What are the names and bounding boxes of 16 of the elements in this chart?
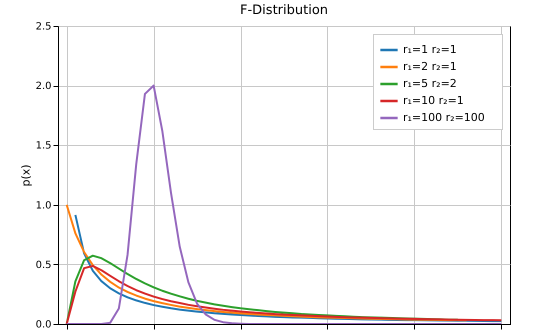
legend-label: r₁=1 r₂=1 [403, 43, 457, 56]
legend-label: r₁=100 r₂=100 [403, 111, 485, 124]
legend-label: r₁=2 r₂=1 [403, 60, 457, 73]
y-tick-label: 2.0 [36, 81, 52, 92]
legend-label: r₁=10 r₂=1 [403, 94, 464, 107]
y-tick-label: 0.0 [36, 320, 52, 330]
chart-title: F-Distribution [240, 3, 328, 18]
line-series [66, 264, 502, 324]
y-tick-label: 1.0 [36, 200, 52, 212]
y-tick-label: 1.5 [36, 140, 52, 152]
line-series [66, 204, 468, 322]
legend-label: r₁=5 r₂=2 [403, 77, 457, 90]
y-tick-label: 0.5 [36, 260, 52, 271]
y-axis-title: p(x) [20, 164, 33, 187]
y-tick-label: 2.5 [36, 22, 52, 32]
line-series [74, 214, 502, 322]
